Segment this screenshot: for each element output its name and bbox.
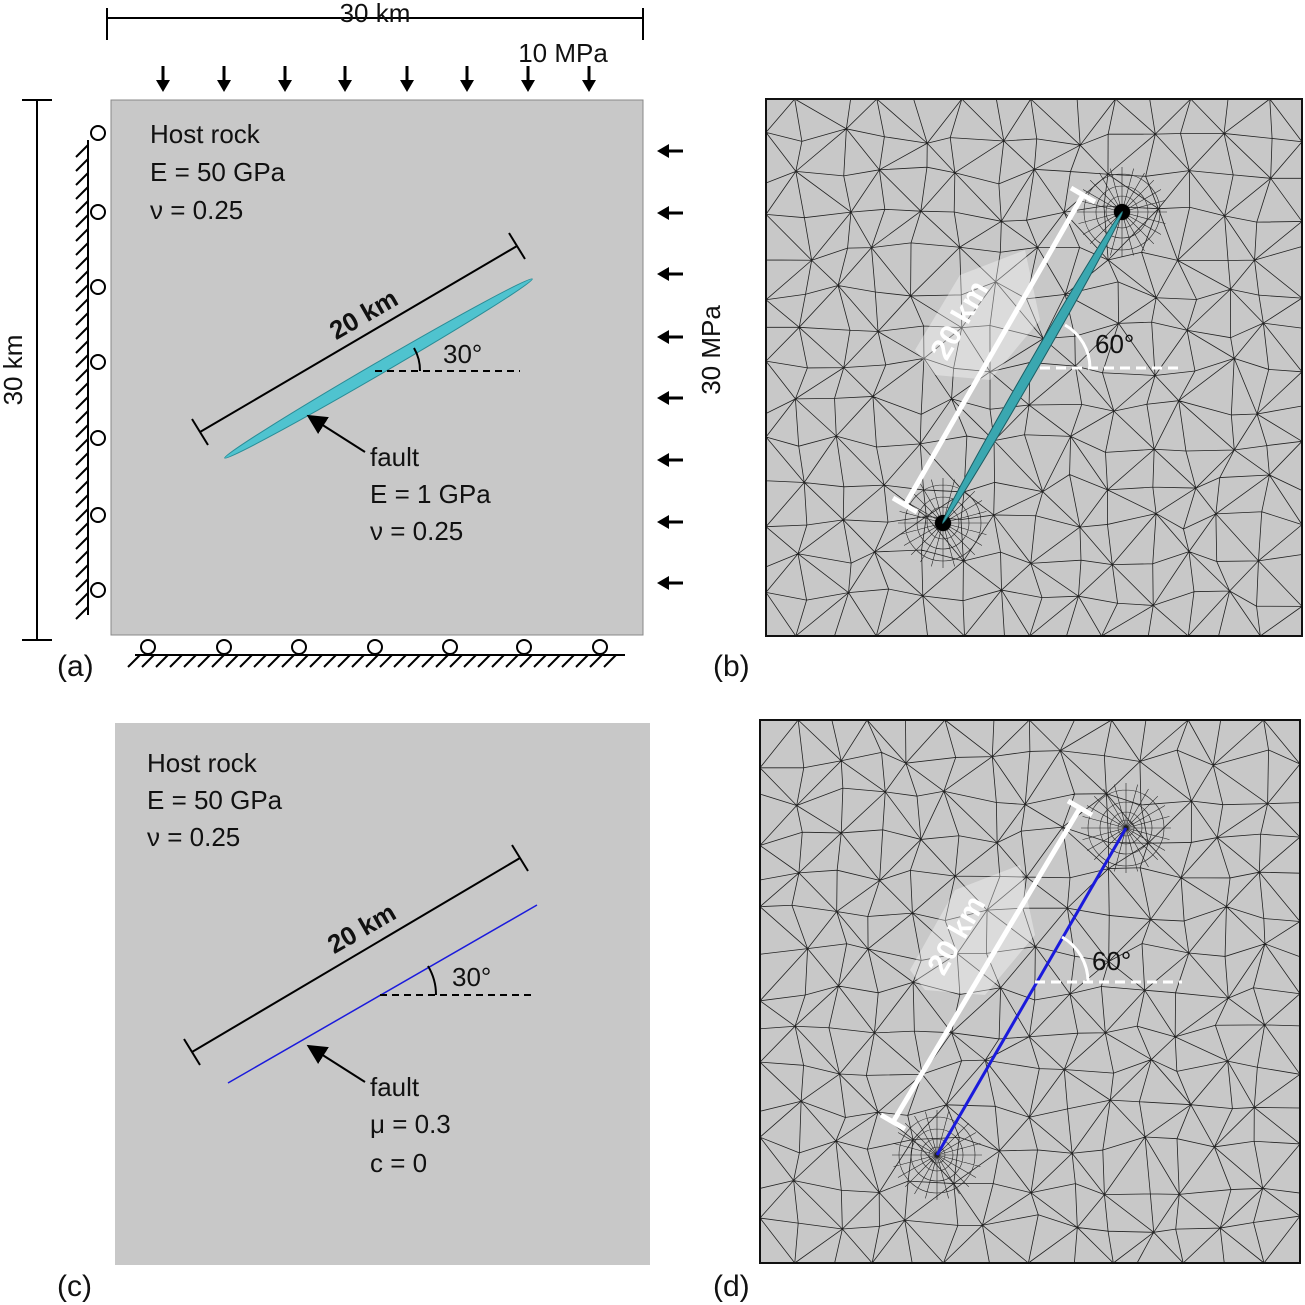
load-arrow-head bbox=[657, 206, 669, 220]
host-prop: E = 50 GPa bbox=[150, 157, 286, 187]
fault-angle: 60° bbox=[1095, 329, 1134, 359]
panel-label: (d) bbox=[713, 1270, 750, 1303]
roller bbox=[90, 204, 106, 220]
roller bbox=[592, 639, 608, 655]
top-dimension: 30 km bbox=[340, 0, 411, 28]
fixed-support bbox=[75, 140, 625, 668]
host-prop: Host rock bbox=[147, 748, 258, 778]
label-halo bbox=[910, 865, 1035, 995]
load-arrow-head bbox=[338, 80, 352, 92]
load-arrow-head bbox=[460, 80, 474, 92]
fault-angle: 30° bbox=[443, 339, 482, 369]
label-halo bbox=[915, 250, 1040, 380]
fault-prop: ν = 0.25 bbox=[370, 516, 463, 546]
load-arrow-head bbox=[582, 80, 596, 92]
panel-d: 20 km 60° (d) bbox=[713, 719, 1301, 1303]
panel-label: (c) bbox=[57, 1270, 92, 1303]
load-arrow-head bbox=[657, 515, 669, 529]
side-dimension: 30 km bbox=[0, 335, 28, 406]
panel-a: 30 km 10 MPa 30 km 30 MPa 20 km 30° faul… bbox=[0, 0, 726, 683]
side-load: 30 MPa bbox=[696, 305, 726, 395]
load-arrow-head bbox=[278, 80, 292, 92]
roller bbox=[90, 507, 106, 523]
fault-dimension bbox=[199, 245, 518, 433]
load-arrow-head bbox=[657, 453, 669, 467]
fault-prop: fault bbox=[370, 1072, 420, 1102]
fault-prop: μ = 0.3 bbox=[370, 1109, 451, 1139]
load-arrow-head bbox=[521, 80, 535, 92]
fault bbox=[941, 211, 1124, 524]
host-prop: Host rock bbox=[150, 119, 261, 149]
panel-label: (b) bbox=[713, 650, 750, 683]
fault-prop: E = 1 GPa bbox=[370, 479, 491, 509]
load-arrow-head bbox=[217, 80, 231, 92]
roller bbox=[90, 430, 106, 446]
load-arrow-head bbox=[657, 330, 669, 344]
fault bbox=[224, 278, 533, 459]
mesh-refinement bbox=[1081, 783, 1171, 873]
load-arrow-head bbox=[657, 576, 669, 590]
mesh-refinement bbox=[892, 1110, 982, 1200]
fault-dimension bbox=[191, 857, 521, 1053]
load-arrow-head bbox=[400, 80, 414, 92]
roller bbox=[216, 639, 232, 655]
load-arrow-head bbox=[657, 267, 669, 281]
host-prop: ν = 0.25 bbox=[147, 822, 240, 852]
load-arrow-head bbox=[657, 144, 669, 158]
host-prop: E = 50 GPa bbox=[147, 785, 283, 815]
top-load: 10 MPa bbox=[518, 38, 608, 68]
fault-dimension bbox=[890, 806, 1083, 1124]
roller bbox=[291, 639, 307, 655]
roller bbox=[90, 279, 106, 295]
load-arrow-head bbox=[156, 80, 170, 92]
host-prop: ν = 0.25 bbox=[150, 195, 243, 225]
fault-prop: fault bbox=[370, 442, 420, 472]
roller bbox=[90, 354, 106, 370]
load-arrow-head bbox=[657, 391, 669, 405]
roller bbox=[90, 582, 106, 598]
fault-prop: c = 0 bbox=[370, 1148, 427, 1178]
roller bbox=[140, 639, 156, 655]
panel-b: 20 km 60° (b) bbox=[713, 98, 1303, 683]
roller bbox=[516, 639, 532, 655]
roller bbox=[367, 639, 383, 655]
fault-angle: 30° bbox=[452, 962, 491, 992]
roller bbox=[90, 125, 106, 141]
fault-angle: 60° bbox=[1092, 946, 1131, 976]
fault-dimension bbox=[902, 193, 1086, 507]
panel-label: (a) bbox=[57, 650, 94, 683]
supports bbox=[75, 66, 683, 668]
fault bbox=[935, 827, 1128, 1156]
panel-c: 20 km 30° fault μ = 0.3 c = 0 Host rock … bbox=[57, 723, 650, 1303]
roller bbox=[442, 639, 458, 655]
